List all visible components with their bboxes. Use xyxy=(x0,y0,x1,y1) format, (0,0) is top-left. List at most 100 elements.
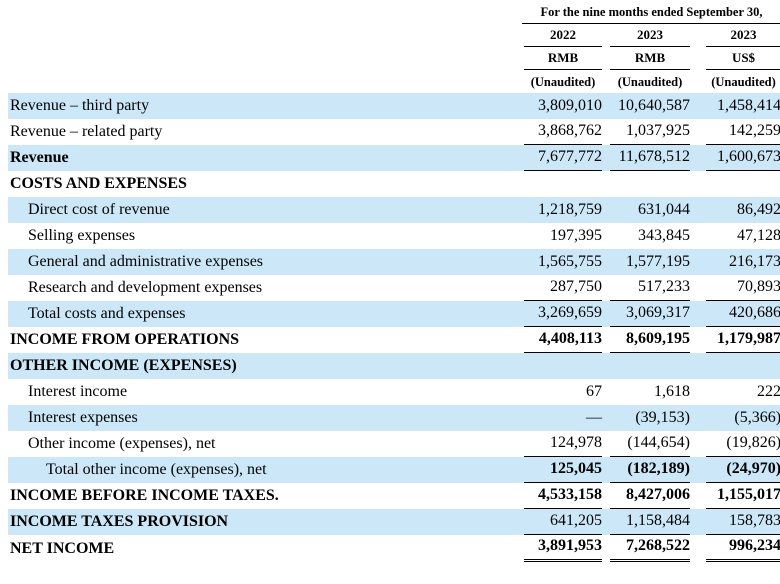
value-2023-rmb: (144,654) xyxy=(610,432,690,457)
value-2023-usd: 222 xyxy=(757,383,780,400)
value-2023-usd: 1,179,987 xyxy=(706,328,780,353)
col-currency-usd: US$ xyxy=(706,49,780,70)
row-label: INCOME FROM OPERATIONS xyxy=(10,331,240,348)
value-2023-usd: 70,893 xyxy=(706,276,780,301)
value-2022-rmb: 1,565,755 xyxy=(538,253,602,270)
row-label: Total costs and expenses xyxy=(28,305,186,322)
table-row: Other income (expenses), net 124,978 (14… xyxy=(0,431,780,457)
row-label: Revenue – related party xyxy=(10,123,163,140)
table-row: Total other income (expenses), net 125,0… xyxy=(0,457,780,483)
col-note-2: (Unaudited) xyxy=(617,75,683,89)
header-currency-row: RMB RMB US$ xyxy=(4,47,780,70)
table-row: Revenue – related party 3,868,762 1,037,… xyxy=(0,119,780,145)
row-label: OTHER INCOME (EXPENSES) xyxy=(10,357,237,374)
col-note-3: (Unaudited) xyxy=(711,75,776,89)
col-note-1: (Unaudited) xyxy=(530,75,596,89)
row-label: Selling expenses xyxy=(28,227,136,244)
value-2023-usd: 1,155,017 xyxy=(706,484,780,509)
value-2023-usd: 86,492 xyxy=(737,201,780,218)
value-2023-rmb: 3,069,317 xyxy=(610,302,690,327)
value-2023-rmb: 1,158,484 xyxy=(610,510,690,535)
row-label: COSTS AND EXPENSES xyxy=(10,175,187,192)
col-year-2023-rmb: 2023 xyxy=(610,26,690,47)
value-2023-rmb: 517,233 xyxy=(610,276,690,301)
value-2022-rmb: 1,218,759 xyxy=(538,201,602,218)
row-label: INCOME TAXES PROVISION xyxy=(10,513,229,530)
header-period-row: For the nine months ended September 30, xyxy=(4,5,780,24)
table-row: OTHER INCOME (EXPENSES) xyxy=(0,353,780,379)
value-2023-rmb: 7,268,522 xyxy=(610,535,690,562)
value-2023-rmb: 343,845 xyxy=(638,227,690,244)
period-label: For the nine months ended September 30, xyxy=(522,5,780,24)
value-2022-rmb: 3,868,762 xyxy=(524,120,602,145)
value-2022-rmb: 3,269,659 xyxy=(524,302,602,327)
value-2023-rmb: (182,189) xyxy=(610,458,690,483)
col-year-2023-usd: 2023 xyxy=(706,26,780,47)
row-label: Research and development expenses xyxy=(28,279,263,296)
value-2022-rmb: 7,677,772 xyxy=(524,146,602,171)
value-2023-rmb: 10,640,587 xyxy=(618,97,690,114)
table-row: Interest income 67 1,618 222 xyxy=(0,379,780,405)
income-statement: For the nine months ended September 30, … xyxy=(0,5,780,562)
value-2023-usd: 158,783 xyxy=(706,510,780,535)
row-label: Direct cost of revenue xyxy=(28,201,170,218)
row-label: Interest income xyxy=(28,383,128,400)
value-2023-rmb: 8,609,195 xyxy=(610,328,690,353)
col-currency-rmb-2022: RMB xyxy=(524,49,602,70)
row-label: NET INCOME xyxy=(10,540,115,557)
col-year-2022: 2022 xyxy=(524,26,602,47)
row-label: Revenue – third party xyxy=(10,97,150,114)
value-2023-usd: 1,600,673 xyxy=(706,146,780,171)
col-currency-rmb-2023: RMB xyxy=(610,49,690,70)
table-row: Revenue – third party 3,809,010 10,640,5… xyxy=(0,93,780,119)
value-2023-rmb: 11,678,512 xyxy=(610,146,690,171)
value-2023-usd: 420,686 xyxy=(706,302,780,327)
value-2023-rmb: 1,577,195 xyxy=(626,253,690,270)
row-label: Revenue xyxy=(10,149,69,166)
row-label: General and administrative expenses xyxy=(28,253,264,270)
table-row: COSTS AND EXPENSES xyxy=(0,171,780,197)
row-label: INCOME BEFORE INCOME TAXES. xyxy=(10,487,279,504)
table-row: Revenue 7,677,772 11,678,512 1,600,673 xyxy=(0,145,780,171)
table-row: Selling expenses 197,395 343,845 47,128 xyxy=(0,223,780,249)
value-2023-usd: 47,128 xyxy=(737,227,780,244)
table-row: Total costs and expenses 3,269,659 3,069… xyxy=(0,301,780,327)
row-label: Total other income (expenses), net xyxy=(46,461,267,478)
value-2022-rmb: 4,408,113 xyxy=(524,328,602,353)
value-2022-rmb: 125,045 xyxy=(524,458,602,483)
value-2023-rmb: 631,044 xyxy=(638,201,690,218)
income-statement-table: For the nine months ended September 30, … xyxy=(0,5,780,562)
value-2023-rmb: (39,153) xyxy=(635,409,690,426)
header-year-row: 2022 2023 2023 xyxy=(4,24,780,47)
table-row: INCOME TAXES PROVISION 641,205 1,158,484… xyxy=(0,509,780,535)
header-note-row: (Unaudited) (Unaudited) (Unaudited) xyxy=(4,70,780,93)
value-2023-usd: (19,826) xyxy=(706,432,780,457)
value-2023-rmb: 1,618 xyxy=(654,383,690,400)
value-2022-rmb: 197,395 xyxy=(550,227,602,244)
value-2023-usd: 216,173 xyxy=(729,253,780,270)
table-row: INCOME FROM OPERATIONS 4,408,113 8,609,1… xyxy=(0,327,780,353)
value-2022-rmb: 124,978 xyxy=(524,432,602,457)
value-2023-usd: (24,970) xyxy=(706,458,780,483)
value-2022-rmb: 3,809,010 xyxy=(538,97,602,114)
value-2023-rmb: 1,037,925 xyxy=(610,120,690,145)
value-2023-usd: 996,234 xyxy=(706,535,780,562)
table-row: NET INCOME 3,891,953 7,268,522 996,234 xyxy=(0,535,780,562)
value-2023-usd: (5,366) xyxy=(734,409,780,426)
value-2022-rmb: 4,533,158 xyxy=(524,484,602,509)
row-label: Other income (expenses), net xyxy=(28,435,216,452)
row-label: Interest expenses xyxy=(28,409,138,426)
table-row: Research and development expenses 287,75… xyxy=(0,275,780,301)
value-2022-rmb: 641,205 xyxy=(524,510,602,535)
value-2022-rmb: 67 xyxy=(586,383,602,400)
value-2023-rmb: 8,427,006 xyxy=(610,484,690,509)
value-2022-rmb: — xyxy=(586,409,602,426)
table-row: INCOME BEFORE INCOME TAXES. 4,533,158 8,… xyxy=(0,483,780,509)
table-row: General and administrative expenses 1,56… xyxy=(0,249,780,275)
table-row: Direct cost of revenue 1,218,759 631,044… xyxy=(0,197,780,223)
value-2022-rmb: 3,891,953 xyxy=(524,535,602,562)
value-2022-rmb: 287,750 xyxy=(524,276,602,301)
value-2023-usd: 1,458,414 xyxy=(717,97,780,114)
value-2023-usd: 142,259 xyxy=(706,120,780,145)
table-row: Interest expenses — (39,153) (5,366) xyxy=(0,405,780,431)
